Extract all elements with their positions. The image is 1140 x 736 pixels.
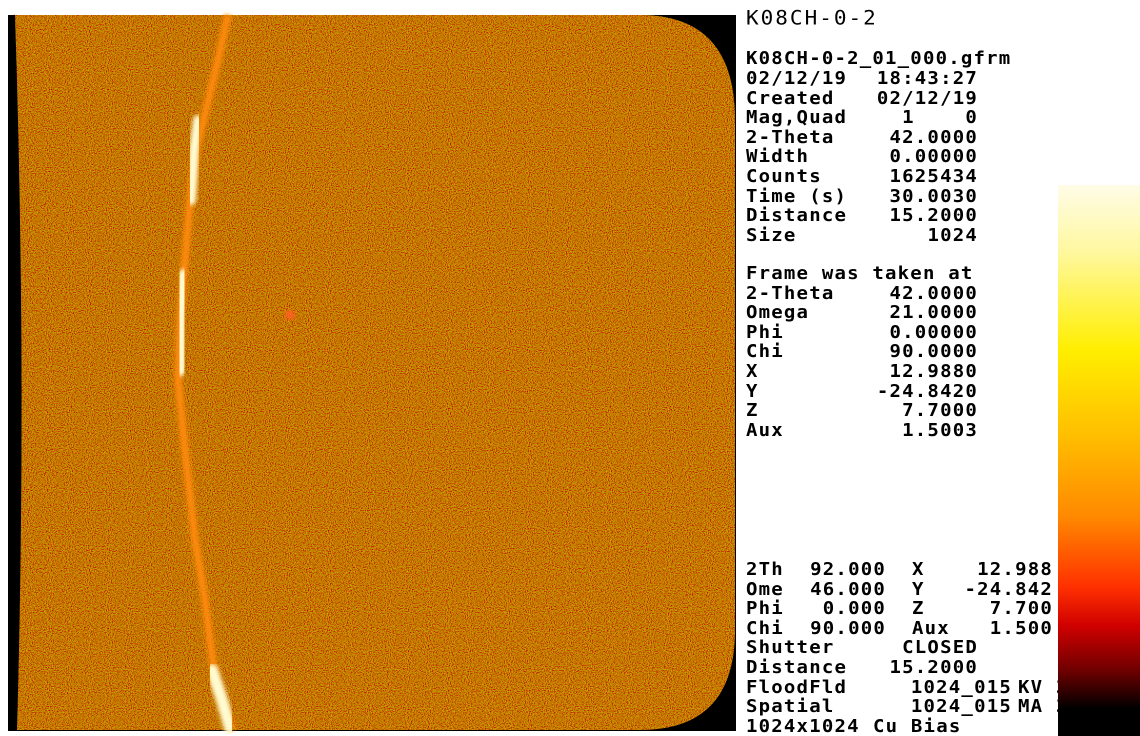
field-value: 1625434 [890, 168, 978, 186]
status-label: Shutter [746, 639, 834, 657]
status-value: -24.842 [965, 581, 1053, 599]
field-label: Created [746, 90, 834, 108]
field-label: 02/12/19 [746, 70, 847, 88]
status-label: Y [912, 581, 925, 599]
status-label: FloodFld [746, 679, 847, 697]
field-value: 90.0000 [890, 343, 978, 361]
field-value: -24.8420 [877, 383, 978, 401]
field-label: Width [746, 148, 809, 166]
field-label: Chi [746, 343, 784, 361]
status-label: Spatial [746, 698, 834, 716]
field-label: Counts [746, 168, 822, 186]
field-label: Y [746, 383, 759, 401]
status-value: CLOSED [902, 639, 978, 657]
status-label: Distance [746, 659, 847, 677]
screen: K08CH-0-2 K08CH-0-2_01_000.gfrm02/12/191… [0, 0, 1140, 736]
field-label: Size [746, 227, 797, 245]
field-value: 30.0030 [890, 188, 978, 206]
status-value: 1.500 [990, 620, 1053, 638]
status-value: 1024_015 [911, 698, 1012, 716]
status-label: Ome [746, 581, 784, 599]
status-label: Z [912, 600, 925, 618]
field-value: 1024 [927, 227, 978, 245]
status-value: 0.000 [823, 600, 886, 618]
status-value: 46.000 [810, 581, 886, 599]
status-value: 92.000 [810, 561, 886, 579]
spot [285, 310, 295, 320]
status-label: Phi [746, 600, 784, 618]
detector-area [12, 15, 735, 730]
field-value: 42.0000 [890, 285, 978, 303]
status-label: X [912, 561, 925, 579]
field-label: Distance [746, 207, 847, 225]
field-value: 18:43:27 [877, 70, 978, 88]
status-label: Aux [912, 620, 950, 638]
file-name: K08CH-0-2_01_000.gfrm [746, 50, 1011, 68]
field-value: 02/12/19 [877, 90, 978, 108]
field-label: Time (s) [746, 188, 847, 206]
field-value: 1 0 [902, 109, 978, 127]
field-label: Omega [746, 304, 809, 322]
field-value: 12.9880 [890, 363, 978, 381]
field-label: Phi [746, 324, 784, 342]
field-label: Aux [746, 422, 784, 440]
status-value: 1024_015 [911, 679, 1012, 697]
status-label: 1024x1024 [746, 718, 860, 736]
ring-spot [180, 275, 184, 370]
field-label: X [746, 363, 759, 381]
status-label: Chi [746, 620, 784, 638]
section-heading: Frame was taken at [746, 265, 974, 283]
status-value: Cu Bias [873, 718, 961, 736]
field-label: 2-Theta [746, 129, 834, 147]
field-value: 7.7000 [902, 402, 978, 420]
field-value: 42.0000 [890, 129, 978, 147]
field-value: 1.5003 [902, 422, 978, 440]
status-label: 2Th [746, 561, 784, 579]
field-label: Mag,Quad [746, 109, 847, 127]
status-value: 15.2000 [890, 659, 978, 677]
field-value: 21.0000 [890, 304, 978, 322]
status-value: 7.700 [990, 600, 1053, 618]
field-label: 2-Theta [746, 285, 834, 303]
status-value: 12.988 [977, 561, 1053, 579]
status-value: 90.000 [810, 620, 886, 638]
colorbar [1058, 185, 1140, 736]
frame-title: K08CH-0-2 [746, 10, 878, 28]
field-label: Z [746, 402, 759, 420]
diffraction-frame [0, 0, 736, 736]
field-value: 15.2000 [890, 207, 978, 225]
field-value: 0.00000 [890, 148, 978, 166]
field-value: 0.00000 [890, 324, 978, 342]
